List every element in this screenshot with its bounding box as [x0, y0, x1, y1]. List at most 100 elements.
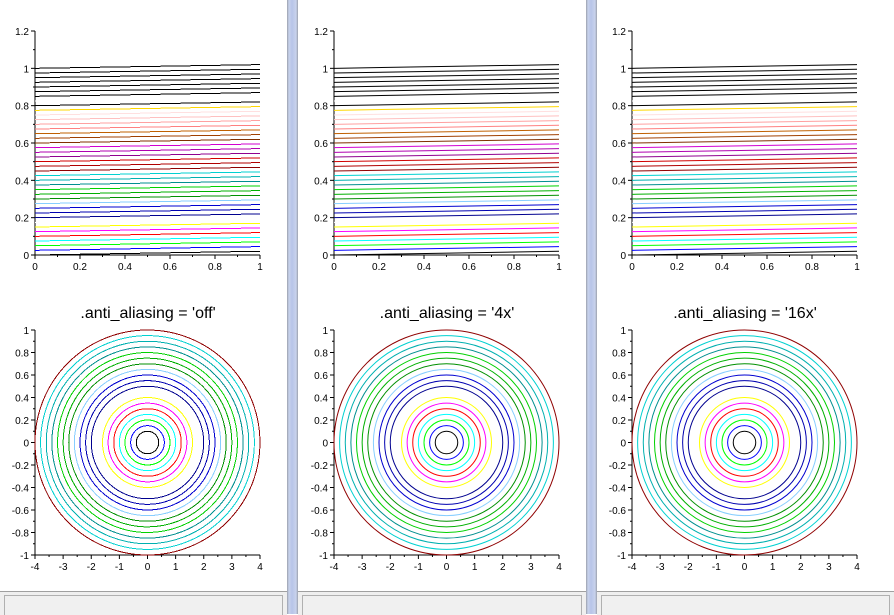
data-line [631, 194, 858, 200]
data-line [333, 227, 560, 233]
top-plot-x-tick-label: 1 [854, 262, 860, 273]
data-circle [670, 368, 819, 517]
bottom-plot-y-tick-label: 0.2 [314, 416, 328, 427]
bottom-plot-x-tick-label: -2 [386, 562, 395, 573]
data-line [34, 232, 261, 237]
data-circle [333, 329, 560, 556]
data-line [34, 218, 261, 223]
data-line [333, 171, 560, 177]
bottom-plot-x-tick-label: -2 [87, 562, 96, 573]
top-plot-y-tick-label: 1.2 [612, 27, 626, 38]
data-line [333, 134, 560, 139]
bottom-plot-x-tick-label: 1 [472, 562, 478, 573]
data-line [333, 218, 560, 223]
data-line [631, 166, 858, 172]
data-circle [130, 425, 165, 460]
data-line [631, 218, 858, 223]
data-line [34, 101, 261, 107]
top-plot-y-tick-label: 0.2 [15, 214, 29, 225]
data-line [333, 120, 560, 125]
data-line [631, 115, 858, 121]
data-line [34, 176, 261, 181]
bottom-plot-y-tick-label: 0.6 [314, 371, 328, 382]
top-plot-y-tick-label: 0 [23, 251, 29, 262]
data-line [333, 162, 560, 167]
data-circle [693, 391, 796, 494]
data-line [34, 110, 261, 116]
data-line [333, 180, 560, 186]
data-line [333, 232, 560, 237]
data-circle [367, 363, 526, 522]
bottom-plot-x-tick-label: 1 [173, 562, 179, 573]
top-plot-x-tick-label: 1 [257, 262, 263, 273]
bottom-plot-x-tick-label: -4 [31, 562, 40, 573]
bottom-plot-x-tick-label: -1 [712, 562, 721, 573]
bottom-plot-x-tick-label: 2 [201, 562, 207, 573]
data-line [333, 176, 560, 181]
top-plot-x-tick-label: 0.6 [163, 262, 177, 273]
data-line [631, 213, 858, 219]
bottom-plot-y-tick-label: 0.6 [612, 371, 626, 382]
top-plot-y-tick-label: 0.6 [612, 139, 626, 150]
data-line [631, 171, 858, 177]
data-line [333, 204, 560, 209]
plot-title: .anti_aliasing = 'off' [80, 305, 215, 322]
top-plot-x-tick-label: 0.4 [417, 262, 431, 273]
data-line [631, 124, 858, 130]
data-circle [429, 425, 464, 460]
data-line [333, 96, 560, 102]
bottom-plot-x-tick-label: 4 [556, 562, 562, 573]
bottom-plot-y-tick-label: -1 [319, 551, 328, 562]
data-circle [710, 408, 779, 477]
top-plot-y-tick-label: 0.2 [314, 214, 328, 225]
data-circle [665, 363, 824, 522]
data-line [34, 213, 261, 219]
top-plot-y-tick-label: 0.6 [15, 139, 29, 150]
data-line [333, 148, 560, 153]
bottom-plot-x-tick-label: 3 [528, 562, 534, 573]
plot-title: .anti_aliasing = '16x' [673, 305, 817, 322]
data-line [333, 236, 560, 242]
bottom-plot-y-tick-label: -0.4 [311, 484, 329, 495]
bottom-plot-y-tick-label: -0.4 [12, 484, 30, 495]
data-circle [124, 419, 171, 466]
bottom-plot-y-tick-label: -0.2 [609, 461, 627, 472]
plot-title: .anti_aliasing = '4x' [380, 305, 515, 322]
data-line [34, 162, 261, 167]
data-circle [715, 413, 774, 472]
data-line [34, 96, 261, 102]
top-plot-x-tick-label: 0.8 [208, 262, 222, 273]
data-line [34, 246, 261, 251]
data-line [631, 250, 858, 256]
data-circle [648, 346, 841, 539]
top-plot-x-tick-label: 0.4 [118, 262, 132, 273]
data-line [34, 157, 261, 163]
data-line [631, 64, 858, 69]
data-line [333, 101, 560, 107]
data-line [631, 190, 858, 195]
bottom-plot-x-tick-label: -1 [414, 562, 423, 573]
data-circle [79, 374, 216, 511]
data-line [34, 171, 261, 177]
data-line [631, 222, 858, 228]
data-line [34, 180, 261, 186]
data-line [34, 68, 261, 74]
data-line [631, 204, 858, 209]
top-plot-y-tick-label: 1 [23, 64, 29, 75]
data-circle [135, 430, 160, 455]
top-plot-x-tick-label: 0 [32, 262, 38, 273]
data-line [333, 138, 560, 144]
bottom-plot-x-tick-label: -2 [684, 562, 693, 573]
data-line [34, 78, 261, 83]
data-line [631, 152, 858, 158]
bottom-plot-y-tick-label: 0.8 [15, 349, 29, 360]
data-circle [45, 340, 250, 545]
data-circle [384, 380, 509, 505]
data-circle [113, 408, 182, 477]
data-line [34, 166, 261, 172]
data-line [631, 87, 858, 93]
data-line [333, 68, 560, 74]
data-line [34, 204, 261, 209]
figure-window-off: 0 0.2 0.4 0.6 0.8 1 1.2 0 0.2 0.4 0.6 0.8 1 .anti_ali… [0, 0, 287, 615]
data-line [34, 115, 261, 121]
